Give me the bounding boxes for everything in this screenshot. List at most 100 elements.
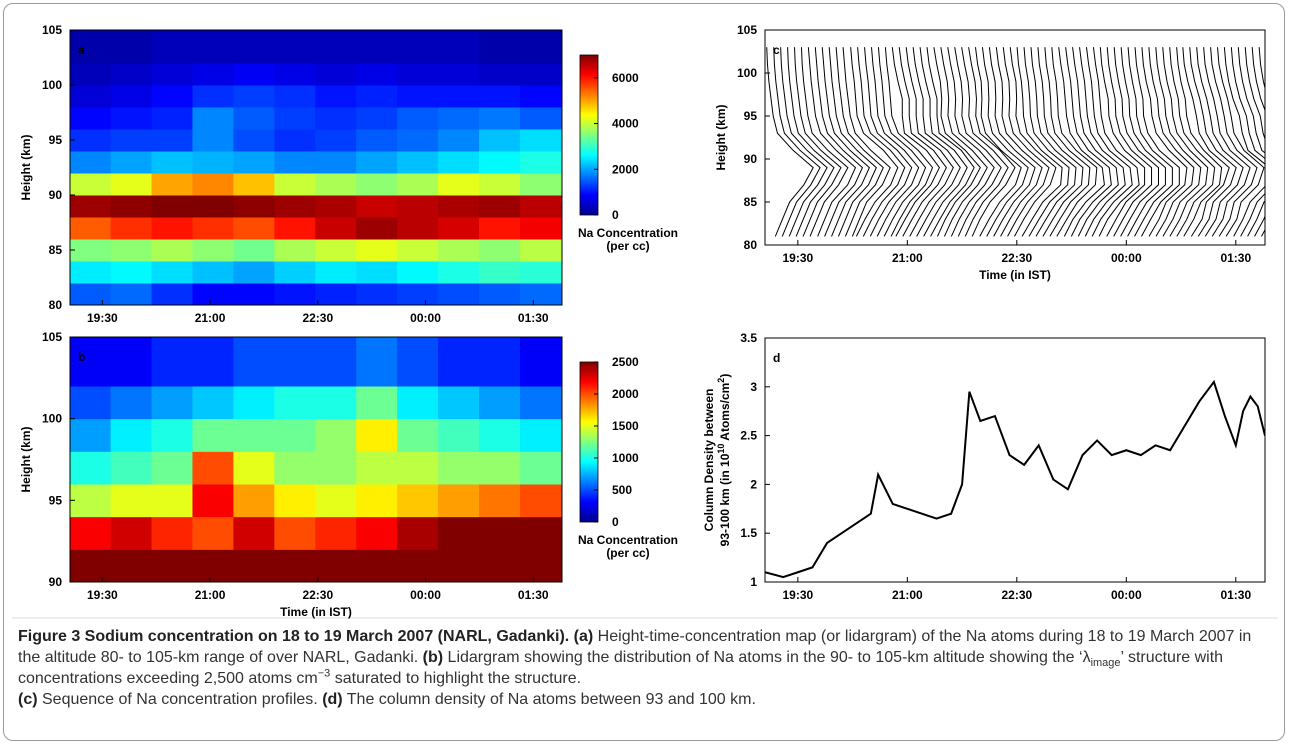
heatmap-cell (315, 129, 357, 152)
x-tick-label: 01:30 (1220, 588, 1251, 602)
heatmap-cell (356, 418, 398, 452)
profile-line (1037, 47, 1084, 237)
heatmap-cell (479, 30, 521, 64)
heatmap-cell (397, 516, 439, 550)
heatmap-cell (438, 337, 480, 387)
heatmap-cell (479, 173, 521, 196)
y-tick-label: 2 (750, 477, 757, 491)
heatmap-cell (397, 217, 439, 240)
profile-line (1182, 47, 1230, 237)
heatmap-cell (110, 516, 153, 550)
heatmap-cell (274, 239, 316, 262)
y-tick-label: 105 (42, 23, 62, 37)
heatmap-cell (233, 195, 275, 218)
profile-line (1210, 47, 1258, 237)
colorbar-label: Na Concentration (578, 533, 678, 547)
heatmap-cell (70, 283, 112, 305)
heatmap-cell (438, 386, 480, 420)
profile-line (974, 47, 1022, 237)
x-tick-label: 00:00 (1111, 251, 1142, 265)
y-tick-label: 1.5 (740, 526, 757, 540)
heatmap-cell (315, 30, 357, 64)
profile-line (857, 47, 906, 237)
panel: 80 85 90 95 100 105 19:30 21:00 22:30 00:00 01:30 T… (714, 23, 1266, 282)
heatmap-cell (519, 195, 562, 218)
heatmap-cell (315, 85, 357, 108)
panel: 1 1.5 2 2.5 3 3.5 19:30 21:00 22:30 00:00 01:30 Col… (702, 331, 1266, 602)
heatmap-cell (70, 337, 112, 387)
x-tick-label: 22:30 (302, 588, 333, 602)
heatmap-cell (151, 451, 193, 485)
y-axis-label-part: ) (718, 374, 732, 378)
profile-line (912, 47, 961, 237)
profile-line (1085, 47, 1133, 237)
heatmap-cell (519, 337, 562, 387)
heatmap-cell (110, 85, 153, 108)
heatmap-cell (274, 129, 316, 152)
x-tick-label: 21:00 (195, 588, 226, 602)
profile-line (1203, 47, 1251, 237)
profile-line (1127, 47, 1173, 237)
caption-title: Figure 3 Sodium concentration on 18 to 1… (18, 628, 570, 645)
caption-text: Height-time-concentration map (or lidarg… (18, 628, 1252, 666)
x-tick-label: 22:30 (1001, 251, 1032, 265)
heatmap-cell (438, 30, 480, 64)
heatmap-cell (479, 261, 521, 284)
heatmap-cell (356, 549, 398, 582)
caption-text: ’ structure with concentrations exceedin… (18, 649, 1224, 687)
heatmap-cell (519, 386, 562, 420)
heatmap-cell (274, 337, 316, 387)
y-tick-label: 100 (737, 66, 757, 80)
profile-line (1044, 47, 1091, 237)
caption-text: The column density of Na atoms between 9… (342, 691, 756, 708)
colorbar (579, 361, 599, 523)
caption-label: (a) (573, 628, 594, 645)
heatmap-cell (233, 516, 275, 550)
profile-line (1092, 47, 1140, 237)
profile-line (1155, 47, 1202, 237)
heatmap-cell (519, 484, 562, 518)
heatmap-cell (233, 239, 275, 262)
heatmap-cell (519, 85, 562, 108)
heatmap-cell (397, 451, 439, 485)
caption-text: saturated to highlight the structure. (330, 670, 582, 687)
heatmap-cell (479, 516, 521, 550)
plot-frame (69, 336, 563, 583)
heatmap-cell (233, 549, 275, 582)
y-tick-label: 105 (42, 330, 62, 344)
profile-line (766, 47, 814, 237)
colorbar-tick-label: 500 (612, 483, 632, 497)
heatmap-cell (397, 261, 439, 284)
heatmap-cell (479, 386, 521, 420)
x-tick-label: 21:00 (892, 251, 923, 265)
y-tick-label: 95 (744, 109, 758, 123)
panel-label: c (773, 43, 780, 57)
profile-line (884, 47, 934, 237)
heatmap-cell (274, 484, 316, 518)
profile-line (877, 47, 927, 237)
heatmap-cell (519, 283, 562, 305)
x-axis-label: Time (in IST) (979, 268, 1051, 282)
y-axis-label: Height (km) (714, 104, 728, 170)
heatmap-cell (356, 516, 398, 550)
heatmap-cell (356, 129, 398, 152)
colorbar-label: Na Concentration (578, 226, 678, 240)
heatmap-cell (70, 173, 112, 196)
heatmap-cell (274, 85, 316, 108)
heatmap-cell (70, 151, 112, 174)
heatmap-cell (274, 195, 316, 218)
heatmap-cell (519, 549, 562, 582)
plot-area (765, 379, 1265, 579)
heatmap-cell (315, 484, 357, 518)
heatmap-cell (397, 386, 439, 420)
heatmap-cell (151, 418, 193, 452)
heatmap-cell (233, 107, 275, 130)
colorbar-tick-label: 2000 (612, 387, 639, 401)
plot-frame (764, 29, 1266, 246)
heatmap-cell (356, 195, 398, 218)
colorbar-label: (per cc) (606, 546, 649, 560)
data-line (765, 379, 1265, 579)
heatmap-cell (397, 337, 439, 387)
heatmap-cell (192, 386, 234, 420)
y-axis-label-sup: 10 (716, 444, 726, 454)
